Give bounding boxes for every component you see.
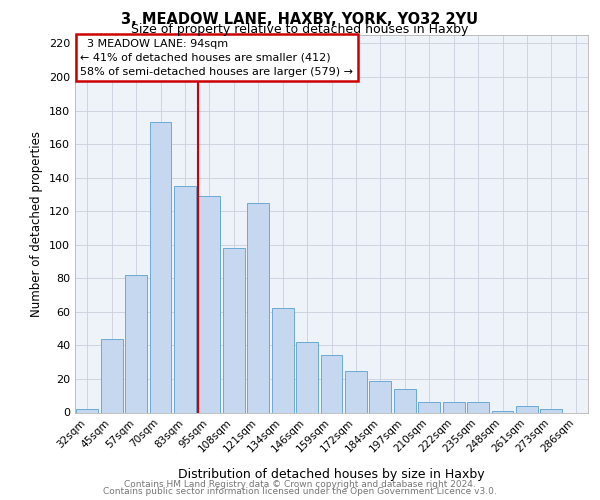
Bar xyxy=(345,370,367,412)
X-axis label: Distribution of detached houses by size in Haxby: Distribution of detached houses by size … xyxy=(178,468,485,481)
Bar xyxy=(272,308,293,412)
Y-axis label: Number of detached properties: Number of detached properties xyxy=(31,130,43,317)
Bar xyxy=(516,406,538,412)
Bar xyxy=(125,275,147,412)
Text: 3 MEADOW LANE: 94sqm
← 41% of detached houses are smaller (412)
58% of semi-deta: 3 MEADOW LANE: 94sqm ← 41% of detached h… xyxy=(80,39,353,77)
Bar xyxy=(101,338,122,412)
Text: 3, MEADOW LANE, HAXBY, YORK, YO32 2YU: 3, MEADOW LANE, HAXBY, YORK, YO32 2YU xyxy=(121,12,479,28)
Bar xyxy=(149,122,172,412)
Bar xyxy=(296,342,318,412)
Bar xyxy=(491,411,514,412)
Bar xyxy=(418,402,440,412)
Bar xyxy=(541,409,562,412)
Bar xyxy=(370,380,391,412)
Bar xyxy=(247,203,269,412)
Bar xyxy=(199,196,220,412)
Bar xyxy=(174,186,196,412)
Bar xyxy=(320,356,343,412)
Bar xyxy=(443,402,464,412)
Bar xyxy=(467,402,489,412)
Text: Size of property relative to detached houses in Haxby: Size of property relative to detached ho… xyxy=(131,24,469,36)
Text: Contains HM Land Registry data © Crown copyright and database right 2024.: Contains HM Land Registry data © Crown c… xyxy=(124,480,476,489)
Bar xyxy=(223,248,245,412)
Text: Contains public sector information licensed under the Open Government Licence v3: Contains public sector information licen… xyxy=(103,487,497,496)
Bar xyxy=(76,409,98,412)
Bar xyxy=(394,389,416,412)
